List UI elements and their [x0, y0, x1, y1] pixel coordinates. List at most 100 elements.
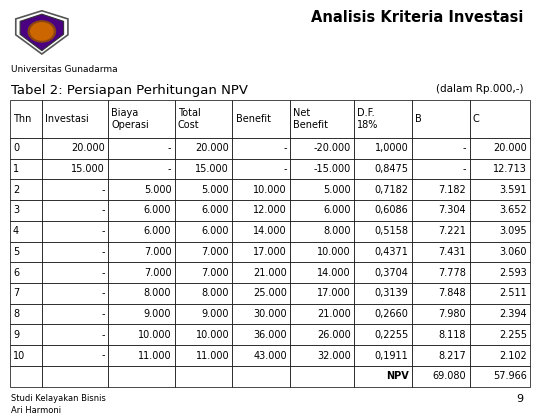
- Text: 2.511: 2.511: [500, 288, 527, 298]
- Text: -: -: [168, 164, 171, 174]
- Text: 6: 6: [13, 268, 19, 278]
- Text: 30.000: 30.000: [253, 309, 287, 319]
- Text: 8.000: 8.000: [201, 288, 229, 298]
- Text: 2.593: 2.593: [500, 268, 527, 278]
- Text: -: -: [102, 351, 105, 361]
- Text: 21.000: 21.000: [253, 268, 287, 278]
- Text: -: -: [463, 164, 467, 174]
- Text: 17.000: 17.000: [253, 247, 287, 257]
- Text: Investasi: Investasi: [45, 114, 89, 124]
- Text: 12.000: 12.000: [253, 206, 287, 216]
- Text: Total
Cost: Total Cost: [178, 108, 200, 130]
- Text: 14.000: 14.000: [317, 268, 350, 278]
- Text: NPV: NPV: [386, 371, 408, 381]
- Text: -: -: [102, 330, 105, 340]
- Text: 5: 5: [13, 247, 19, 257]
- Text: (dalam Rp.000,-): (dalam Rp.000,-): [436, 84, 524, 94]
- Text: Universitas Gunadarma: Universitas Gunadarma: [11, 65, 117, 74]
- Text: 7.000: 7.000: [201, 268, 229, 278]
- Text: 6.000: 6.000: [144, 226, 171, 236]
- Text: 20.000: 20.000: [71, 143, 105, 153]
- Text: 2.394: 2.394: [500, 309, 527, 319]
- Text: 5.000: 5.000: [144, 185, 171, 195]
- Text: Benefit: Benefit: [235, 114, 271, 124]
- Text: 0,4371: 0,4371: [375, 247, 408, 257]
- Text: 7.431: 7.431: [438, 247, 467, 257]
- Text: 10: 10: [13, 351, 25, 361]
- Text: 8.000: 8.000: [144, 288, 171, 298]
- Text: 0,2660: 0,2660: [375, 309, 408, 319]
- Text: 6.000: 6.000: [323, 206, 350, 216]
- Text: 8: 8: [13, 309, 19, 319]
- Text: 11.000: 11.000: [195, 351, 229, 361]
- Text: 26.000: 26.000: [317, 330, 350, 340]
- Text: -20.000: -20.000: [313, 143, 350, 153]
- Polygon shape: [20, 14, 64, 51]
- Text: 10.000: 10.000: [195, 330, 229, 340]
- Text: 7.000: 7.000: [144, 247, 171, 257]
- Text: 17.000: 17.000: [317, 288, 350, 298]
- Text: -: -: [102, 309, 105, 319]
- Text: 2: 2: [13, 185, 19, 195]
- Text: -15.000: -15.000: [313, 164, 350, 174]
- Text: 4: 4: [13, 226, 19, 236]
- Text: 0,3139: 0,3139: [375, 288, 408, 298]
- Text: 20.000: 20.000: [195, 143, 229, 153]
- Text: 7.304: 7.304: [438, 206, 467, 216]
- Text: 0,1911: 0,1911: [375, 351, 408, 361]
- Text: -: -: [102, 268, 105, 278]
- Text: 6.000: 6.000: [201, 206, 229, 216]
- Text: 3.060: 3.060: [500, 247, 527, 257]
- Text: 9: 9: [13, 330, 19, 340]
- Text: Analisis Kriteria Investasi: Analisis Kriteria Investasi: [312, 10, 524, 25]
- Text: 36.000: 36.000: [253, 330, 287, 340]
- Text: 2.255: 2.255: [499, 330, 527, 340]
- Text: 7.848: 7.848: [438, 288, 467, 298]
- Circle shape: [31, 23, 53, 40]
- Text: Thn: Thn: [13, 114, 31, 124]
- Text: 6.000: 6.000: [201, 226, 229, 236]
- Text: 7.000: 7.000: [144, 268, 171, 278]
- Text: 3: 3: [13, 206, 19, 216]
- Text: 25.000: 25.000: [253, 288, 287, 298]
- Text: -: -: [463, 143, 467, 153]
- Text: Net
Benefit: Net Benefit: [293, 108, 328, 130]
- Text: 3.652: 3.652: [500, 206, 527, 216]
- Text: -: -: [102, 185, 105, 195]
- Text: 7.000: 7.000: [201, 247, 229, 257]
- Text: 8.217: 8.217: [438, 351, 467, 361]
- Text: 7.221: 7.221: [438, 226, 467, 236]
- Text: 3.591: 3.591: [500, 185, 527, 195]
- Text: -: -: [284, 143, 287, 153]
- Text: 0,3704: 0,3704: [375, 268, 408, 278]
- Text: 43.000: 43.000: [253, 351, 287, 361]
- Text: 8.000: 8.000: [323, 226, 350, 236]
- Text: Biaya
Operasi: Biaya Operasi: [111, 108, 149, 130]
- Text: 69.080: 69.080: [433, 371, 467, 381]
- Text: -: -: [102, 206, 105, 216]
- Text: 10.000: 10.000: [317, 247, 350, 257]
- Text: 10.000: 10.000: [253, 185, 287, 195]
- Text: C: C: [473, 114, 480, 124]
- Text: D.F.
18%: D.F. 18%: [357, 108, 379, 130]
- Text: 5.000: 5.000: [323, 185, 350, 195]
- Text: -: -: [102, 247, 105, 257]
- Text: 2.102: 2.102: [500, 351, 527, 361]
- Text: 9.000: 9.000: [144, 309, 171, 319]
- Text: 0,6086: 0,6086: [375, 206, 408, 216]
- Circle shape: [28, 21, 56, 42]
- Text: Studi Kelayakan Bisnis
Ari Harmoni: Studi Kelayakan Bisnis Ari Harmoni: [11, 394, 106, 415]
- Text: -: -: [102, 288, 105, 298]
- Text: 14.000: 14.000: [253, 226, 287, 236]
- Text: 11.000: 11.000: [138, 351, 171, 361]
- Text: 32.000: 32.000: [317, 351, 350, 361]
- Text: Tabel 2: Persiapan Perhitungan NPV: Tabel 2: Persiapan Perhitungan NPV: [11, 84, 248, 97]
- Text: -: -: [102, 226, 105, 236]
- Text: 20.000: 20.000: [494, 143, 527, 153]
- Text: B: B: [415, 114, 422, 124]
- Text: 12.713: 12.713: [493, 164, 527, 174]
- Text: 21.000: 21.000: [317, 309, 350, 319]
- Text: 7.182: 7.182: [438, 185, 467, 195]
- Text: 9: 9: [517, 394, 524, 404]
- Text: 15.000: 15.000: [71, 164, 105, 174]
